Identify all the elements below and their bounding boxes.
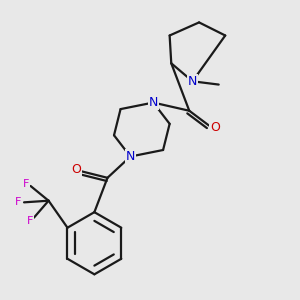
Text: O: O bbox=[210, 121, 220, 134]
Text: F: F bbox=[27, 216, 33, 226]
Text: N: N bbox=[148, 96, 158, 109]
Text: N: N bbox=[126, 150, 135, 163]
Text: F: F bbox=[15, 197, 21, 207]
Text: N: N bbox=[188, 75, 197, 88]
Text: O: O bbox=[71, 164, 81, 176]
Text: F: F bbox=[22, 179, 29, 189]
